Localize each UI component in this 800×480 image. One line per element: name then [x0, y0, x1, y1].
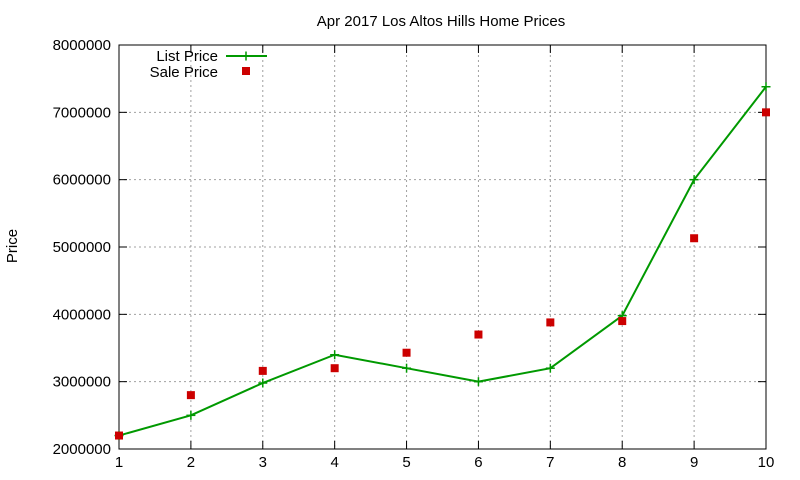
data-point-sale-price — [258, 366, 267, 375]
data-point-list-price — [545, 363, 555, 373]
y-tick-label: 6000000 — [53, 172, 111, 189]
data-point-sale-price — [186, 391, 195, 400]
y-tick-label: 2000000 — [53, 441, 111, 458]
data-point-list-price — [761, 82, 771, 92]
data-point-sale-price — [618, 317, 627, 326]
x-tick-label: 1 — [115, 454, 123, 471]
data-point-list-price — [186, 410, 196, 420]
legend: List Price Sale Price — [150, 48, 267, 81]
data-point-list-price — [689, 175, 699, 185]
y-tick-label: 3000000 — [53, 374, 111, 391]
legend-marker-list-price — [241, 51, 251, 61]
y-tick-label: 5000000 — [53, 239, 111, 256]
plot-area — [114, 82, 771, 441]
x-tick-label: 9 — [690, 454, 698, 471]
data-point-sale-price — [330, 364, 339, 373]
legend-swatch-sale-price — [242, 67, 250, 75]
x-tick-label: 5 — [402, 454, 410, 471]
data-point-sale-price — [690, 234, 699, 243]
x-tick-label: 2 — [187, 454, 195, 471]
data-point-sale-price — [402, 348, 411, 357]
data-point-sale-price — [762, 108, 770, 117]
grid-lines — [119, 45, 766, 449]
y-tick-label: 4000000 — [53, 306, 111, 323]
y-tick-label: 7000000 — [53, 104, 111, 121]
data-point-list-price — [402, 363, 412, 373]
legend-label-sale-price: Sale Price — [150, 64, 218, 81]
data-point-list-price — [258, 378, 268, 388]
x-tick-label: 3 — [259, 454, 267, 471]
x-tick-label: 7 — [546, 454, 554, 471]
legend-label-list-price: List Price — [156, 48, 218, 65]
chart-title: Apr 2017 Los Altos Hills Home Prices — [317, 13, 565, 30]
data-point-list-price — [473, 377, 483, 387]
axes: 2000000 3000000 4000000 5000000 6000000 70000… — [53, 37, 775, 471]
y-tick-label: 8000000 — [53, 37, 111, 54]
plot-frame — [118, 44, 767, 450]
y-axis-label: Price — [4, 229, 21, 263]
data-point-sale-price — [115, 431, 123, 440]
data-point-list-price — [330, 350, 340, 360]
data-point-sale-price — [546, 318, 555, 327]
x-tick-label: 8 — [618, 454, 626, 471]
series-line-list-price — [118, 86, 767, 437]
x-tick-label: 4 — [330, 454, 338, 471]
x-tick-label: 6 — [474, 454, 482, 471]
data-point-sale-price — [474, 330, 483, 339]
x-tick-label: 10 — [758, 454, 775, 471]
